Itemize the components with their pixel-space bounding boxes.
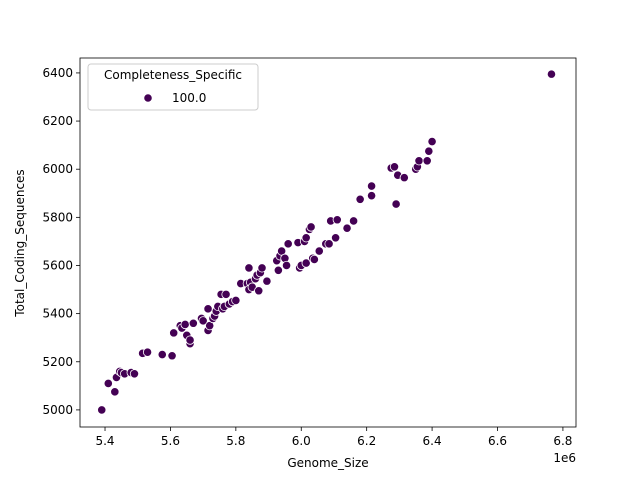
point	[283, 239, 293, 249]
point	[331, 233, 341, 243]
point	[167, 351, 177, 361]
x-tick-label: 5.8	[226, 434, 245, 448]
point	[427, 136, 437, 147]
x-axis-label: Genome_Size	[287, 456, 368, 470]
point	[389, 162, 400, 172]
point	[257, 263, 267, 273]
point	[281, 260, 292, 271]
point	[169, 328, 179, 338]
x-tick-label: 6.8	[553, 434, 572, 448]
point	[157, 349, 167, 360]
point	[399, 173, 409, 183]
point	[180, 319, 190, 330]
point	[97, 405, 107, 415]
x-tick-label: 5.6	[161, 434, 180, 448]
point	[231, 295, 241, 305]
point	[332, 215, 342, 225]
y-tick-label: 5600	[42, 258, 73, 272]
y-tick-label: 5800	[42, 210, 73, 224]
point	[306, 222, 316, 232]
point	[273, 265, 283, 275]
y-tick-label: 6400	[42, 66, 73, 80]
point	[314, 246, 324, 256]
point	[324, 239, 334, 249]
legend-box	[87, 63, 259, 111]
x-tick-label: 6.4	[423, 434, 442, 448]
x-offset-label: 1e6	[553, 451, 576, 465]
point	[129, 369, 140, 379]
y-tick-label: 5200	[42, 355, 73, 369]
legend-title: Completeness_Specific	[104, 68, 242, 82]
point	[424, 146, 434, 156]
point	[188, 318, 198, 328]
point	[414, 156, 424, 166]
y-axis-label: Total_Coding_Sequences	[13, 169, 27, 317]
x-tick-label: 6.6	[488, 434, 507, 448]
point	[262, 276, 272, 286]
point	[142, 347, 153, 357]
legend-label: 100.0	[172, 91, 206, 105]
point	[221, 289, 231, 299]
x-tick-label: 5.4	[95, 434, 114, 448]
point	[301, 258, 311, 268]
y-tick-label: 6200	[42, 114, 73, 128]
x-tick-label: 6.2	[357, 434, 376, 448]
y-tick-label: 5400	[42, 307, 73, 321]
legend-marker	[143, 93, 153, 103]
point	[366, 181, 377, 191]
point	[254, 286, 264, 296]
point	[391, 199, 401, 209]
x-tick-label: 6.0	[292, 434, 311, 448]
point	[355, 194, 365, 204]
point	[342, 223, 352, 233]
point	[422, 156, 432, 166]
point	[198, 316, 208, 326]
point	[366, 191, 377, 201]
plot-frame	[79, 57, 577, 428]
point	[103, 378, 113, 389]
point	[185, 335, 195, 345]
point	[546, 69, 557, 79]
point	[301, 233, 311, 243]
y-tick-label: 5000	[42, 403, 73, 417]
point	[203, 304, 213, 314]
y-tick-label: 6000	[42, 162, 73, 176]
point	[348, 216, 359, 226]
point	[244, 263, 254, 273]
point	[309, 254, 319, 265]
point	[110, 387, 120, 397]
